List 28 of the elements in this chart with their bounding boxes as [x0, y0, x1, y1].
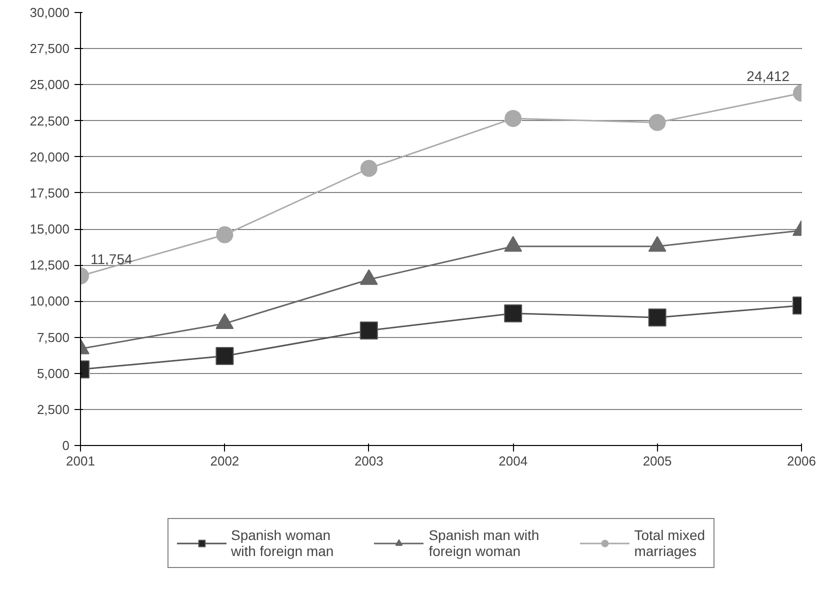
point — [504, 304, 522, 322]
x-tick-label: 2006 — [787, 454, 816, 468]
y-tick-label: 7,500 — [36, 330, 70, 345]
annotation: 11,754 — [90, 250, 132, 267]
y-tick-label: 25,000 — [30, 77, 70, 92]
legend-label: Total mixed marriages — [634, 526, 706, 558]
point — [360, 321, 378, 340]
x-tick-label: 2005 — [642, 454, 672, 468]
y-tick-label: 20,000 — [30, 149, 70, 164]
y-tick-label: 2,500 — [36, 402, 70, 417]
point — [504, 110, 522, 127]
y-tick-label: 27,500 — [30, 41, 70, 56]
y-tick-label: 15,000 — [30, 222, 70, 236]
annotation: 24,412 — [746, 68, 790, 84]
legend-label: Spanish man with foreign woman — [428, 526, 540, 558]
y-tick-label: 17,500 — [30, 185, 70, 200]
y-tick-label: 12,500 — [30, 258, 70, 273]
x-tick-label: 2003 — [354, 454, 384, 468]
y-tick-label: 0 — [62, 438, 70, 453]
x-tick-label: 2001 — [66, 454, 95, 468]
y-tick-label: 10,000 — [30, 294, 70, 309]
y-tick-label: 5,000 — [36, 366, 70, 381]
y-tick-label: 22,500 — [30, 113, 70, 128]
legend-label: Spanish woman with foreign man — [230, 526, 334, 558]
x-tick-label: 2002 — [210, 454, 240, 468]
x-tick-label: 2004 — [498, 454, 528, 468]
y-tick-label: 30,000 — [30, 5, 70, 20]
point — [360, 160, 378, 177]
